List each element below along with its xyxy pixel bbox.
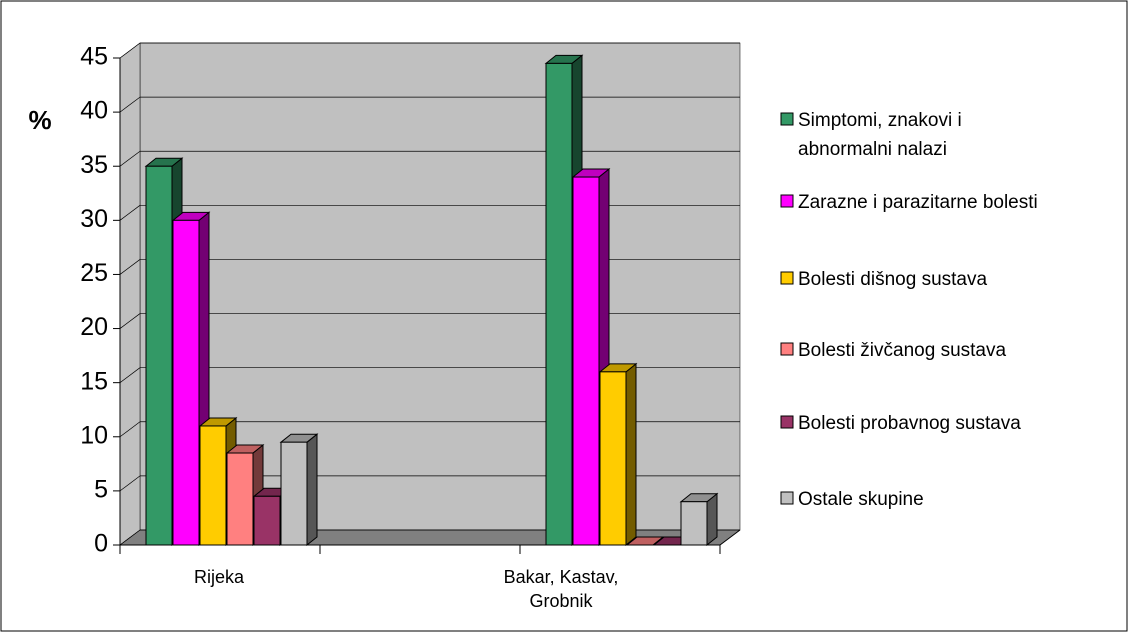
grid-line-side [119,96,141,113]
grid-line-side [119,529,141,546]
bar-front [280,441,308,546]
legend-label: Bolesti probavnog sustava [798,413,1021,434]
y-tick-label: 10 [80,421,108,449]
legend-label-box: Simptomi, znakovi i abnormalni nalazi [798,110,962,160]
y-tick-label: 35 [80,151,108,179]
bar-front [199,425,227,546]
bar-front [172,219,200,546]
grid-line-side [119,205,141,221]
legend-label: Bolesti živčanog sustava [798,340,1007,361]
x-tick-label-box: Rijeka [193,567,245,587]
y-tick-label: 5 [94,475,108,503]
x-tick-label: Bakar, Kastav, Grobnik [503,567,619,611]
grid-line-side [119,150,141,167]
bar [571,168,611,547]
bar-front [572,176,600,546]
grid-line-side [119,313,141,329]
legend-label-box: Ostale skupine [798,489,924,510]
y-tick-label: 0 [94,530,108,558]
x-axis-depth [719,529,741,546]
bar-top [625,536,665,546]
grid-line-side [119,421,141,438]
bar [279,433,319,547]
bar-front [145,165,173,546]
bar-side [706,492,718,547]
y-tick-label: 40 [80,97,108,125]
bar [598,362,638,547]
bar-front [545,62,573,546]
legend-label-box: Zarazne i parazitarne bolesti [798,192,1038,213]
legend-label: Zarazne i parazitarne bolesti [798,192,1038,213]
legend-label: Ostale skupine [798,489,924,510]
bar-front [253,495,281,546]
y-tick-label: 45 [80,43,108,71]
y-tick-label: 25 [80,259,108,287]
side-wall [119,42,141,546]
legend-label: Bolesti dišnog sustava [798,269,988,290]
grid-line-side [119,475,141,492]
x-tick-label: Rijeka [193,567,245,587]
bar [679,492,719,547]
legend-label: Simptomi, znakovi i abnormalni nalazi [798,110,962,160]
grid-line-side [119,367,141,383]
bar-front [599,371,627,546]
legend-label-box: Bolesti probavnog sustava [798,413,1021,434]
grid-line-side [119,42,141,59]
legend-swatch [780,415,794,429]
y-axis-label: % [28,105,51,135]
bar-front [680,501,708,546]
legend-swatch [780,491,794,505]
bar-front [226,452,254,546]
y-tick-label: 20 [80,313,108,341]
bar-side [625,362,637,547]
legend-label-box: Bolesti živčanog sustava [798,340,1007,361]
x-tick-label-box: Bakar, Kastav, Grobnik [503,567,619,611]
bar-side [306,433,318,547]
legend-swatch [780,342,794,356]
legend-swatch [780,271,794,285]
legend-label-box: Bolesti dišnog sustava [798,269,988,290]
grid-line-side [119,259,141,275]
bar [625,536,665,546]
y-tick-label: 15 [80,367,108,395]
legend-swatch [780,112,794,126]
legend-swatch [780,194,794,208]
y-tick-label: 30 [80,205,108,233]
